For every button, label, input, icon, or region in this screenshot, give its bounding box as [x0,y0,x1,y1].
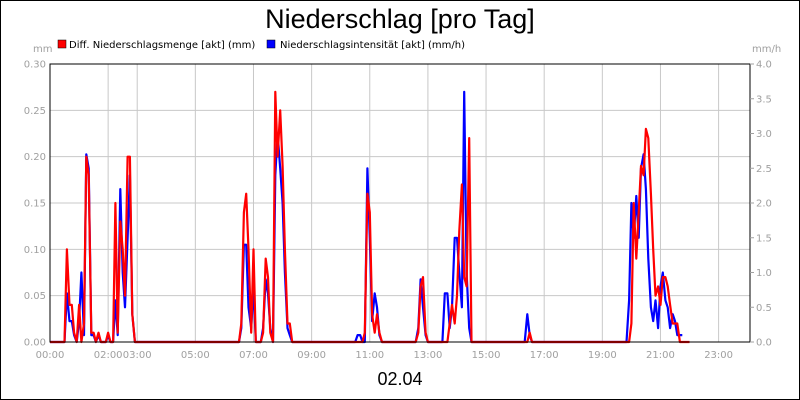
y-left-tick-label: 0.20 [24,152,46,163]
x-tick-label: 17:00 [530,350,559,361]
y-right-tick-label: 1.5 [756,233,772,244]
x-tick-label: 15:00 [472,350,501,361]
x-tick-label: 11:00 [355,350,384,361]
legend-label-blue: Niederschlagsintensität [akt] (mm/h) [280,40,465,51]
x-tick-label: 09:00 [297,350,326,361]
y-right-tick-label: 1.0 [756,268,772,279]
x-tick-label: 05:00 [181,350,210,361]
x-tick-label: 02:00 [94,350,123,361]
y-left-tick-label: 0.10 [24,245,46,256]
right-axis-unit: mm/h [752,44,781,55]
y-left-tick-label: 0.15 [24,199,46,210]
y-left-tick-label: 0.05 [24,291,46,302]
legend: Diff. Niederschlagsmenge [akt] (mm) Nied… [57,39,465,51]
x-tick-label: 13:00 [413,350,442,361]
legend-swatch-blue [266,39,276,49]
y-right-tick-label: 3.5 [756,94,772,105]
y-right-tick-label: 3.0 [756,129,772,140]
x-axis-ticks: 00:00 02:00 03:00 05:00 07:00 09:00 11:00 13:00… [36,350,733,361]
y-right-tick-label: 4.0 [756,60,772,71]
left-axis-ticks: 0.00 0.05 0.10 0.15 0.20 0.25 0.30 [24,60,46,349]
y-right-tick-label: 2.5 [756,164,772,175]
legend-label-red: Diff. Niederschlagsmenge [akt] (mm) [69,40,255,51]
x-tick-label: 21:00 [646,350,675,361]
x-axis-date-label: 02.04 [377,369,422,389]
right-axis-ticks: 0.0 0.5 1.0 1.5 2.0 2.5 3.0 3.5 4.0 [750,60,772,349]
y-right-tick-label: 0.5 [756,303,772,314]
y-left-tick-label: 0.30 [24,60,46,71]
y-right-tick-label: 2.0 [756,199,772,210]
x-tick-label: 23:00 [704,350,733,361]
y-left-tick-label: 0.25 [24,106,46,117]
x-tick-label: 19:00 [588,350,617,361]
x-tick-label: 07:00 [239,350,268,361]
x-tick-label: 03:00 [123,350,152,361]
y-right-tick-label: 0.0 [756,338,772,349]
chart-title: Niederschlag [pro Tag] [265,4,535,34]
x-tick-label: 00:00 [36,350,65,361]
y-left-tick-label: 0.00 [24,338,46,349]
legend-swatch-red [57,39,67,49]
left-axis-unit: mm [33,44,52,55]
